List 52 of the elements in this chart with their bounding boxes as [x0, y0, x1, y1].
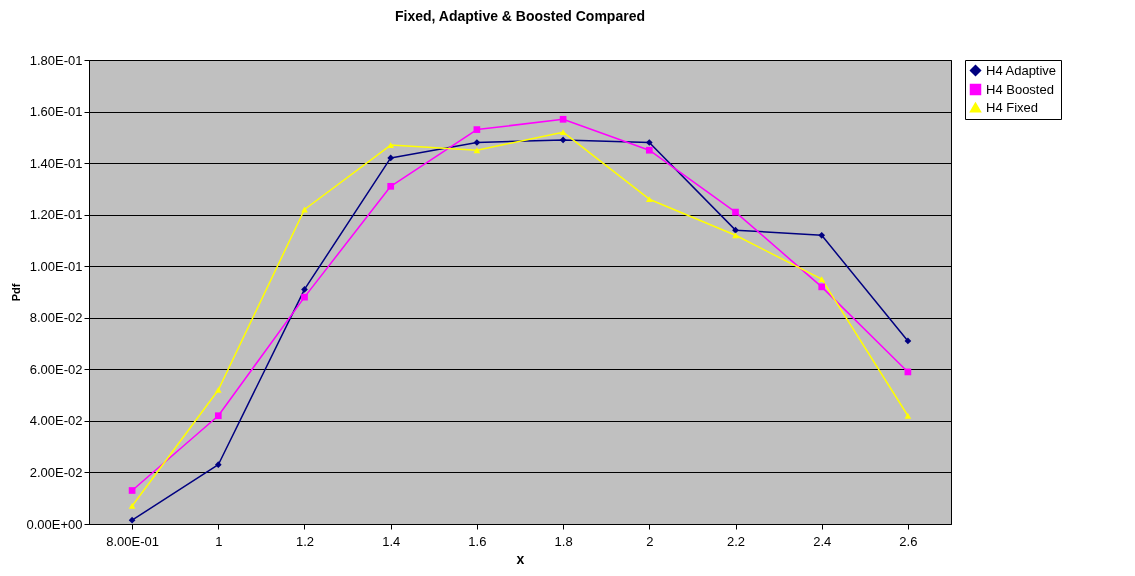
point	[387, 142, 395, 148]
point	[128, 487, 136, 494]
y-tick-label: 1.40E-01	[29, 155, 83, 171]
y-tick-label: 1.60E-01	[29, 104, 83, 120]
y-tick-label: 1.20E-01	[29, 207, 83, 223]
point	[904, 412, 912, 419]
point	[128, 503, 136, 509]
x-tick-label: 2.2	[726, 533, 746, 549]
y-tick-label: 1.00E-01	[29, 258, 83, 274]
x-tick-label: 1.8	[554, 533, 573, 549]
chart-title: Fixed, Adaptive & Boosted Compared	[395, 8, 645, 24]
y-tick-label: 6.00E-02	[29, 361, 83, 377]
point	[473, 147, 481, 154]
point	[732, 232, 739, 239]
x-tick-label: 2.6	[899, 533, 918, 549]
point	[559, 136, 567, 144]
y-tick-label: 8.00E-02	[29, 310, 83, 326]
point	[818, 231, 826, 239]
point	[301, 293, 308, 301]
point	[301, 286, 308, 293]
point	[559, 129, 567, 136]
point	[645, 196, 653, 203]
point	[645, 139, 653, 146]
point	[214, 387, 222, 393]
point	[473, 126, 481, 133]
point	[818, 283, 826, 291]
point	[818, 276, 826, 283]
point	[387, 154, 395, 162]
point	[387, 182, 395, 190]
x-tick-label: 8.00E-01	[106, 533, 159, 549]
legend-label: H4 Adaptive	[986, 62, 1057, 78]
x-tick-label: 2	[646, 533, 654, 549]
point	[214, 461, 222, 469]
legend-label: H4 Boosted	[986, 81, 1054, 97]
y-tick-label: 2.00E-02	[29, 464, 83, 480]
x-tick-label: 1.2	[295, 533, 315, 549]
y-tick-label: 0.00E+00	[26, 516, 83, 532]
point	[214, 412, 222, 420]
legend-label: H4 Fixed	[986, 99, 1039, 115]
x-tick-label: 1.4	[382, 533, 401, 549]
point	[732, 208, 739, 216]
point	[559, 115, 567, 123]
y-tick-label: 4.00E-02	[29, 413, 83, 429]
y-axis-title: Pdf	[10, 283, 23, 302]
x-tick-label: 1	[215, 533, 223, 549]
x-axis-title: x	[516, 550, 525, 567]
point	[128, 516, 136, 524]
point	[904, 337, 912, 345]
point	[645, 146, 653, 154]
x-tick-label: 2.4	[813, 533, 832, 549]
x-tick-label: 1.6	[468, 533, 487, 549]
y-tick-label: 1.80E-01	[29, 52, 83, 68]
